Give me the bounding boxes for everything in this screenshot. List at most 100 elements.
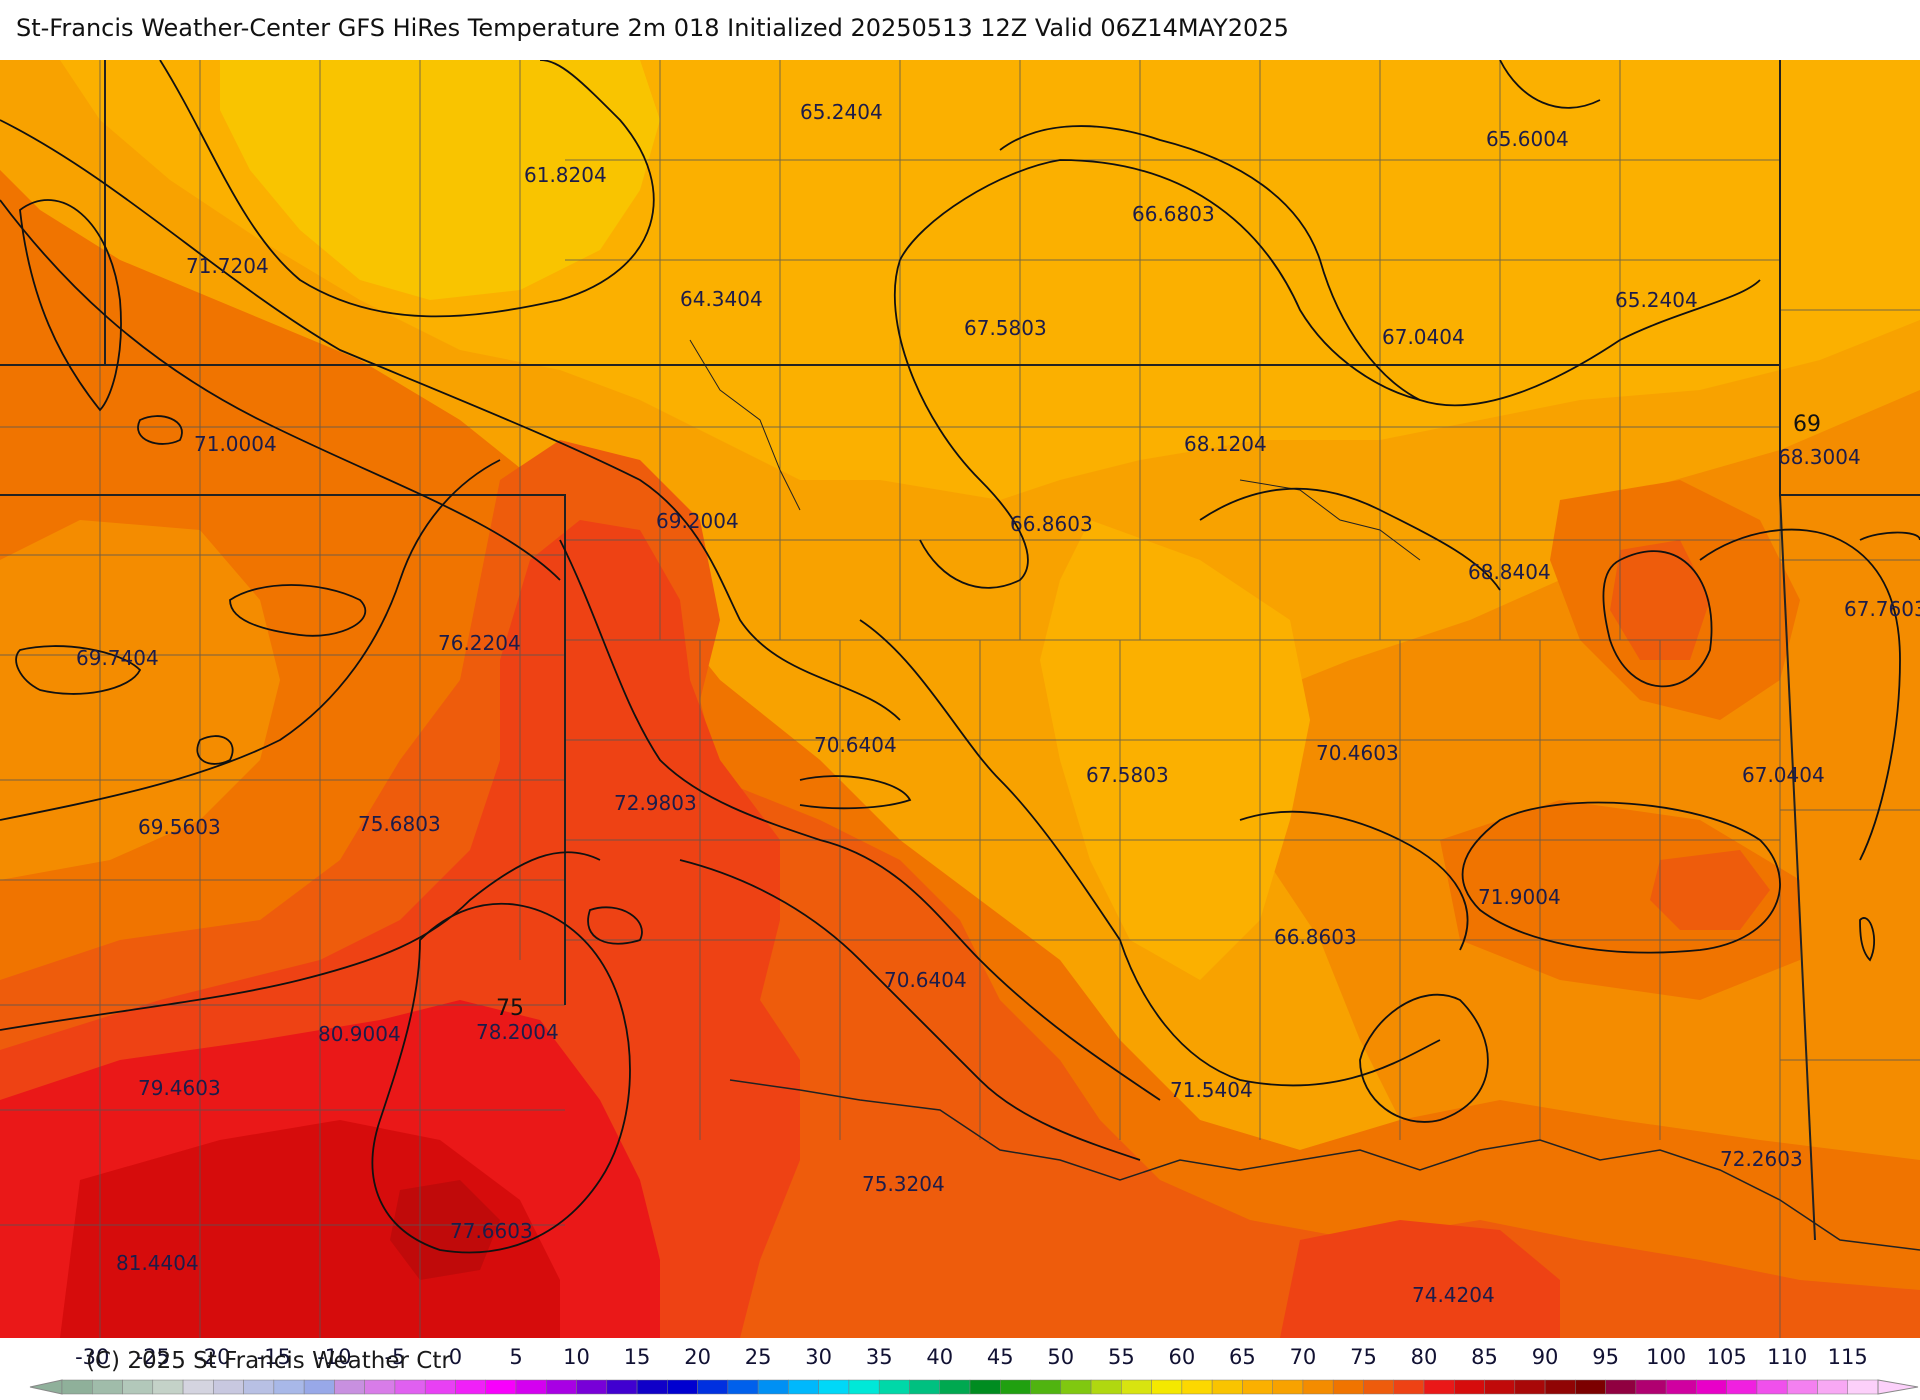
temperature-zone-65b: [1040, 520, 1310, 980]
isotherm-contours: [0, 60, 1920, 1254]
colorbar-swatch: [1242, 1379, 1273, 1395]
colorbar-swatch: [848, 1379, 880, 1395]
temperature-map[interactable]: 65.2404 61.8204 65.6004 66.6803 71.7204 …: [0, 60, 1920, 1338]
colorbar-tick-label: 65: [1229, 1345, 1256, 1369]
colorbar-tick-label: 25: [745, 1345, 772, 1369]
colorbar-tick-label: 115: [1828, 1345, 1868, 1369]
temperature-zone-77b: [1280, 1220, 1560, 1338]
colorbar-swatch: [1726, 1379, 1758, 1395]
contour-label: 75: [496, 996, 524, 1021]
colorbar-swatch: [182, 1379, 214, 1395]
temp-label: 69.2004: [656, 509, 739, 533]
copyright-text: (C) 2025 St Francis Weather Ctr: [86, 1348, 451, 1374]
colorbar-swatch: [636, 1379, 668, 1395]
colorbar-canvas: -30 -25 -20 -15 -10 -5 0 5 10 15 20 25 30 35 40 45 50 55 6…: [29, 1345, 1919, 1395]
colorbar-tick-label: 90: [1532, 1345, 1559, 1369]
temp-label: 75.6803: [358, 812, 441, 836]
temp-label: 70.4603: [1316, 741, 1399, 765]
colorbar-swatch: [303, 1379, 335, 1395]
colorbar-max-arrow: [1877, 1379, 1919, 1395]
colorbar-swatch: [334, 1379, 365, 1395]
colorbar-swatch: [1786, 1379, 1818, 1395]
colorbar-swatch: [1454, 1379, 1485, 1395]
temp-label: 76.2204: [438, 631, 521, 655]
colorbar-min-arrow: [29, 1379, 63, 1395]
colorbar-tick-label: -15: [257, 1345, 291, 1369]
temp-label: 68.3004: [1778, 445, 1861, 469]
colorbar-swatch: [152, 1379, 184, 1395]
colorbar-tick-label: 80: [1411, 1345, 1438, 1369]
colorbar-swatch: [606, 1379, 638, 1395]
temp-label: 67.5803: [1086, 763, 1169, 787]
colorbar-swatch: [878, 1379, 910, 1395]
temp-label: 67.0404: [1742, 763, 1825, 787]
temp-label: 81.4404: [116, 1251, 199, 1275]
colorbar-tick-label: 15: [624, 1345, 651, 1369]
temp-label: 68.8404: [1468, 560, 1551, 584]
temp-label: 71.0004: [194, 432, 277, 456]
colorbar-swatch: [939, 1379, 971, 1395]
colorbar-swatch: [1000, 1379, 1031, 1395]
colorbar-swatch: [1575, 1379, 1606, 1395]
colorbar-tick-label: 100: [1646, 1345, 1686, 1369]
temp-label: 65.6004: [1486, 127, 1569, 151]
colorbar-tick-label: 110: [1767, 1345, 1807, 1369]
colorbar-swatch: [1817, 1379, 1848, 1395]
temp-label: 80.9004: [318, 1022, 401, 1046]
temp-label: 68.1204: [1184, 432, 1267, 456]
county-boundaries: [0, 60, 1920, 1338]
colorbar-swatch: [788, 1379, 819, 1395]
colorbar-tick-label: 60: [1168, 1345, 1195, 1369]
colorbar-tick-label: 70: [1290, 1345, 1317, 1369]
temp-label: 79.4603: [138, 1076, 221, 1100]
colorbar-swatch: [1030, 1379, 1062, 1395]
colorbar-swatch: [243, 1379, 275, 1395]
colorbar-swatch: [273, 1379, 305, 1395]
colorbar-tick-label: 20: [684, 1345, 711, 1369]
colorbar-swatch: [394, 1379, 426, 1395]
temp-label: 74.4204: [1412, 1283, 1495, 1307]
colorbar-swatch: [1363, 1379, 1394, 1395]
temp-label: 70.6404: [814, 733, 897, 757]
colorbar-swatch: [1211, 1379, 1243, 1395]
temp-label: 67.5803: [964, 316, 1047, 340]
contour-label: 69: [1793, 412, 1821, 437]
temp-label: 72.2603: [1720, 1147, 1803, 1171]
colorbar-swatch: [546, 1379, 577, 1395]
colorbar-swatch: [122, 1379, 154, 1395]
temp-label: 71.5404: [1170, 1078, 1253, 1102]
temp-label: 67.7603: [1844, 597, 1920, 621]
colorbar-swatch: [909, 1379, 940, 1395]
colorbar-tick-label: 85: [1471, 1345, 1498, 1369]
colorbar-tick-label: 75: [1350, 1345, 1377, 1369]
colorbar-swatch: [1332, 1379, 1364, 1395]
colorbar-swatch: [1393, 1379, 1425, 1395]
colorbar-swatch: [1181, 1379, 1213, 1395]
colorbar-swatch: [1272, 1379, 1304, 1395]
colorbar-swatch: [455, 1379, 486, 1395]
temperature-zone-75b: [1610, 540, 1710, 660]
colorbar-tick-label: 35: [866, 1345, 893, 1369]
colorbar-swatch: [1635, 1379, 1667, 1395]
colorbar-tick-label: -25: [136, 1345, 170, 1369]
colorbar-swatch: [969, 1379, 1001, 1395]
state-boundaries: [0, 60, 1920, 1251]
colorbar-swatch: [424, 1379, 456, 1395]
colorbar-swatch: [485, 1379, 517, 1395]
colorbar-tick-label: 55: [1108, 1345, 1135, 1369]
colorbar-swatch: [667, 1379, 698, 1395]
temp-label: 69.7404: [76, 646, 159, 670]
colorbar-tick-label: -5: [384, 1345, 405, 1369]
temp-label: 67.0404: [1382, 325, 1465, 349]
temp-label: 72.9803: [614, 791, 697, 815]
colorbar-swatch: [1423, 1379, 1455, 1395]
temperature-zone-82: [60, 1120, 560, 1338]
temp-label: 66.6803: [1132, 202, 1215, 226]
colorbar: -30 -25 -20 -15 -10 -5 0 5 10 15 20 25 30 35 40 45 50 55 6…: [0, 1338, 1920, 1400]
temp-label: 66.8603: [1010, 512, 1093, 536]
temp-label: 66.8603: [1274, 925, 1357, 949]
colorbar-tick-label: 45: [987, 1345, 1014, 1369]
temp-label: 69.5603: [138, 815, 221, 839]
temp-label: 64.3404: [680, 287, 763, 311]
temp-label: 70.6404: [884, 968, 967, 992]
